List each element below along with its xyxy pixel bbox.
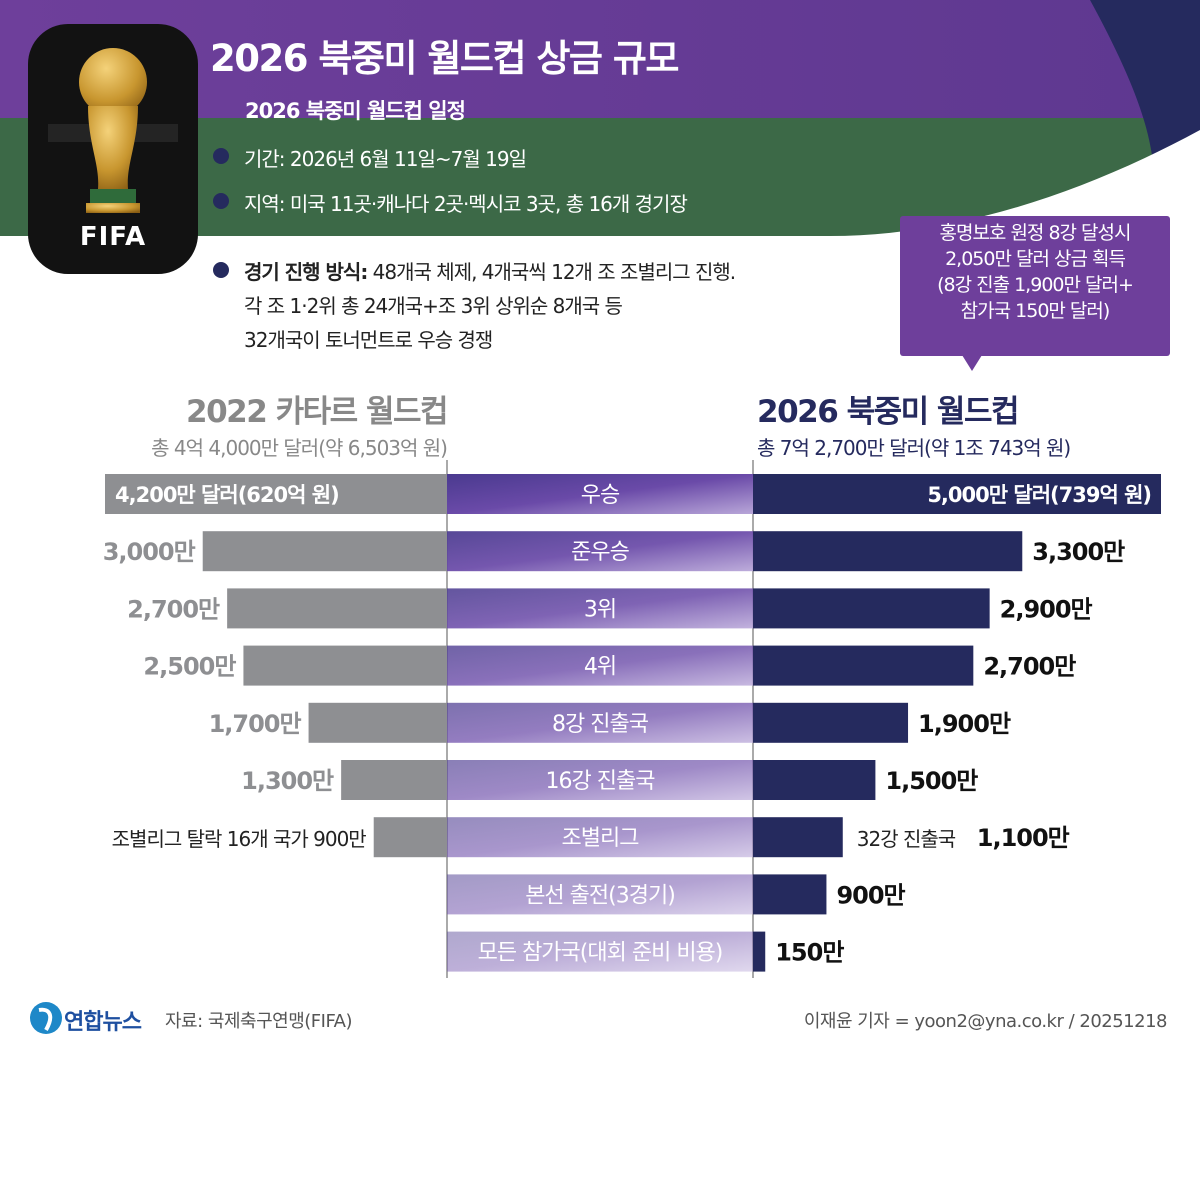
data-source: 자료: 국제축구연맹(FIFA) [165, 1011, 353, 1032]
right-bar [753, 874, 827, 915]
callout-tail [962, 355, 982, 371]
left-bar-label: 3,000만 [103, 538, 196, 566]
category-label: 8강 진출국 [552, 712, 649, 737]
category-label: 조별리그 [562, 826, 640, 851]
schedule-format-line1: 경기 진행 방식: 48개국 체제, 4개국씩 12개 조 조별리그 진행. [244, 256, 736, 285]
right-bar [753, 531, 1023, 572]
bullet-icon [213, 193, 229, 209]
left-bar [227, 588, 447, 629]
category-label: 본선 출전(3경기) [525, 883, 675, 908]
left-bar [105, 474, 447, 514]
callout-line: 홍명보호 원정 8강 달성시 [939, 222, 1131, 244]
callout-line: (8강 진출 1,900만 달러+ [937, 274, 1134, 296]
left-bar-label: 1,300만 [241, 767, 334, 795]
fifa-logo-text: FIFA [79, 222, 147, 252]
left-bar [341, 760, 447, 800]
fifa-logo: FIFA [28, 24, 198, 274]
right-bar [753, 588, 990, 629]
category-cell [447, 702, 753, 743]
schedule-format-line3: 32개국이 토너먼트로 우승 경쟁 [244, 328, 493, 352]
bullet-icon [213, 148, 229, 164]
category-label: 우승 [581, 483, 620, 508]
left-bar-label: 1,700만 [209, 710, 302, 738]
category-cell [447, 474, 753, 514]
format-label: 경기 진행 방식: [244, 260, 368, 284]
left-bar-label: 조별리그 탈락 16개 국가 900만 [112, 827, 367, 851]
category-label: 3위 [584, 597, 616, 622]
schedule-format-line2: 각 조 1·2위 총 24개국+조 3위 상위순 8개국 등 [244, 294, 623, 318]
right-bar-label: 1,100만 [977, 824, 1070, 852]
right-bar [753, 702, 909, 743]
right-bar [753, 817, 843, 858]
category-cell [447, 588, 753, 629]
category-label: 준우승 [571, 540, 629, 565]
callout-line: 2,050만 달러 상금 획득 [945, 248, 1126, 270]
right-bar [753, 760, 876, 800]
category-cell [447, 760, 753, 800]
right-bar [753, 645, 974, 686]
white-curve [830, 130, 1200, 236]
left-bar-label: 2,500만 [143, 653, 236, 681]
right-bar [753, 931, 766, 972]
callout-line: 참가국 150만 달러) [960, 300, 1111, 322]
left-series-title: 2022 카타르 월드컵 [186, 394, 448, 430]
left-series-total: 총 4억 4,000만 달러(약 6,503억 원) [151, 436, 448, 460]
background-bands [0, 0, 1200, 236]
page-title: 2026 북중미 월드컵 상금 규모 [210, 37, 679, 80]
right-bar-label: 1,900만 [918, 710, 1011, 738]
right-series-total: 총 7억 2,700만 달러(약 1조 743억 원) [757, 436, 1071, 460]
format-text: 48개국 체제, 4개국씩 12개 조 조별리그 진행. [367, 260, 736, 284]
purple-band [0, 0, 1200, 118]
brand-name: 연합뉴스 [64, 1010, 142, 1035]
right-bar-label: 150만 [775, 939, 844, 967]
reporter-credit: 이재윤 기자 = yoon2@yna.co.kr / 20251218 [803, 1011, 1168, 1032]
left-bar-label: 4,200만 달러(620억 원) [115, 483, 339, 507]
left-bar [202, 531, 447, 572]
right-bar-label: 5,000만 달러(739억 원) [927, 483, 1151, 507]
left-bar [373, 817, 447, 858]
callout-box: 홍명보호 원정 8강 달성시 2,050만 달러 상금 획득 (8강 진출 1,… [900, 216, 1170, 356]
category-cell [447, 531, 753, 572]
category-cell [447, 874, 753, 915]
category-label: 4위 [584, 655, 616, 680]
right-bar-label: 900만 [836, 881, 905, 909]
right-bar-label: 2,900만 [1000, 595, 1093, 623]
right-bar-label: 1,500만 [885, 767, 978, 795]
world-cup-trophy-icon [48, 48, 178, 213]
schedule-heading: 2026 북중미 월드컵 일정 [245, 99, 466, 123]
right-series-title: 2026 북중미 월드컵 [757, 394, 1019, 430]
category-cell [447, 931, 753, 972]
bullet-icon [213, 262, 229, 278]
left-bar [308, 702, 447, 743]
category-label: 모든 참가국(대회 준비 비용) [478, 941, 723, 966]
schedule-venues: 지역: 미국 11곳·캐나다 2곳·멕시코 3곳, 총 16개 경기장 [244, 192, 688, 216]
left-bar-label: 2,700만 [127, 595, 220, 623]
prize-money-chart: 우승 4,200만 달러(620억 원) 5,000만 달러(739억 원) 준우승 3… [103, 460, 1161, 978]
right-bar-label-prefix: 32강 진출국 [857, 827, 956, 851]
schedule-period: 기간: 2026년 6월 11일~7월 19일 [244, 147, 527, 171]
category-cell [447, 817, 753, 858]
right-bar [753, 474, 1161, 514]
right-bar-label: 3,300만 [1032, 538, 1125, 566]
yonhap-logo-icon [30, 1002, 62, 1034]
category-label: 16강 진출국 [546, 769, 656, 794]
right-bar-label: 2,700만 [983, 653, 1076, 681]
category-cell [447, 645, 753, 686]
left-bar [243, 645, 447, 686]
